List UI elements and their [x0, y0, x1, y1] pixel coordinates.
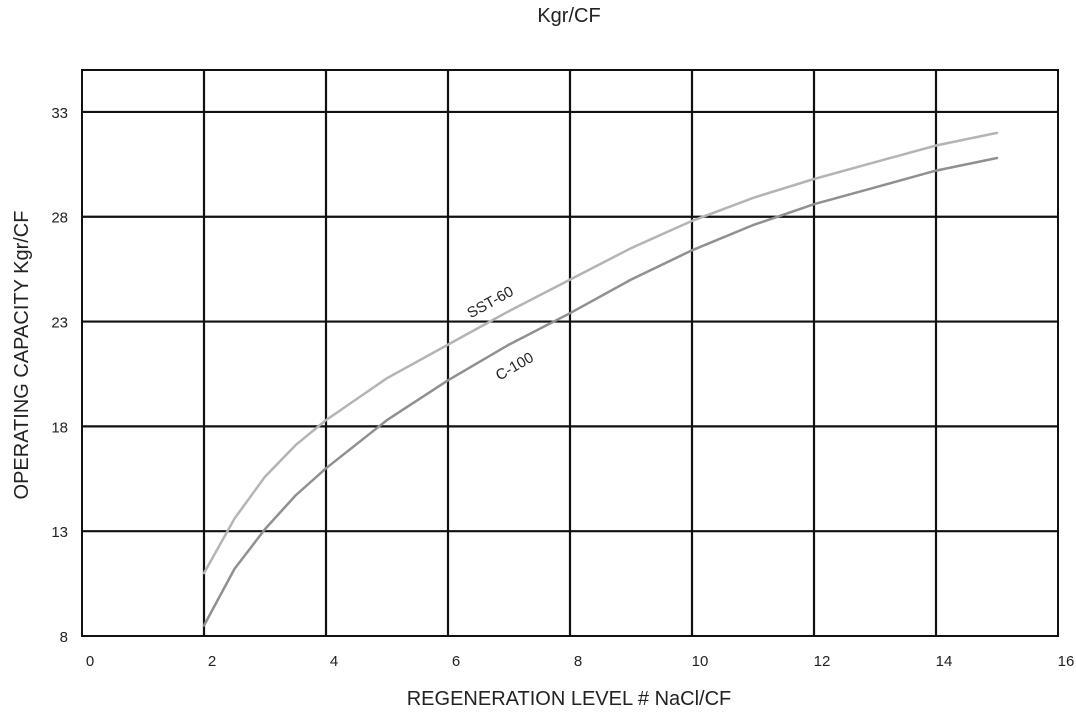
x-axis-label: REGENERATION LEVEL # NaCl/CF [407, 688, 732, 710]
grid [82, 70, 1058, 636]
series-label-sst-60: SST-60 [464, 283, 516, 322]
x-tick-label: 6 [452, 653, 460, 670]
x-tick-label: 4 [330, 653, 338, 670]
series: SST-60 C-100 [202, 131, 999, 627]
x-tick-label: 16 [1058, 653, 1075, 670]
y-tick-label: 33 [51, 105, 68, 122]
x-tick-label: 2 [208, 653, 216, 670]
series-label-c-100: C-100 [493, 349, 537, 384]
y-axis-label: OPERATING CAPACITY Kgr/CF [11, 211, 33, 500]
chart-title: Kgr/CF [537, 5, 600, 27]
x-tick-label: 8 [574, 653, 582, 670]
x-tick-label: 10 [692, 653, 709, 670]
y-tick-label: 18 [51, 419, 68, 436]
y-tick-label: 8 [60, 629, 68, 646]
tick-labels: 0 2 4 6 8 10 12 14 16 8 13 18 23 28 33 [51, 105, 1074, 670]
x-tick-label: 14 [936, 653, 953, 670]
x-tick-label: 12 [814, 653, 831, 670]
y-tick-label: 13 [51, 524, 68, 541]
plot-frame [81, 69, 1059, 637]
series-line-c-100 [202, 156, 999, 627]
x-tick-label: 0 [86, 653, 94, 670]
y-tick-label: 23 [51, 315, 68, 332]
series-line-sst-60 [202, 131, 999, 575]
y-tick-label: 28 [51, 210, 68, 227]
